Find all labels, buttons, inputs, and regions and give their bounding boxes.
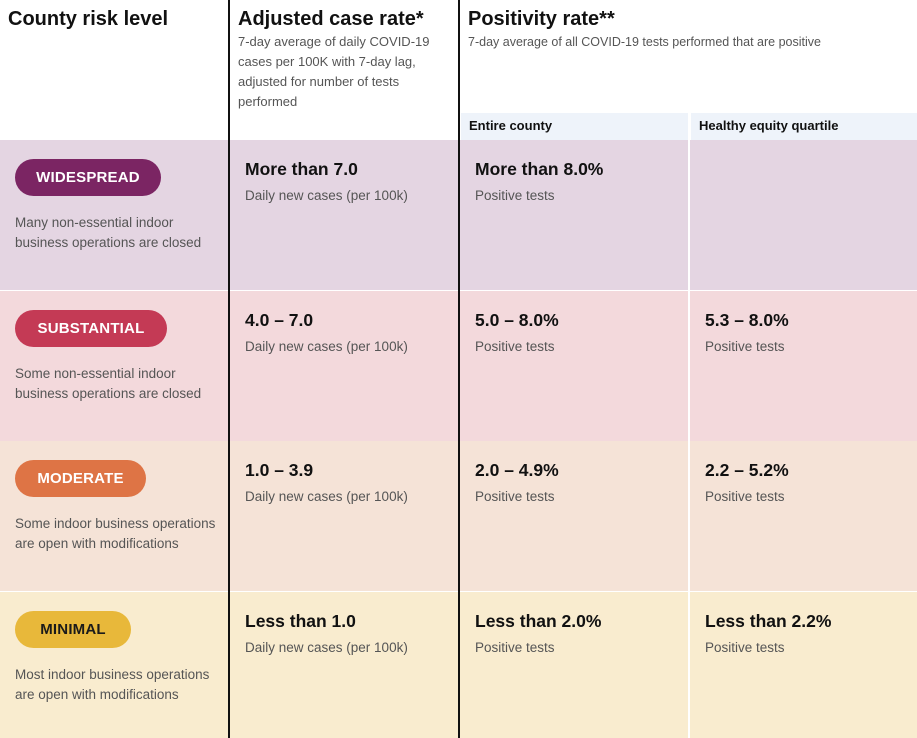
equity-value: 5.3 – 8.0%	[705, 310, 789, 330]
positivity-value: Less than 2.0%	[475, 611, 602, 631]
positivity-label: Positive tests	[475, 489, 555, 504]
positivity-cell: More than 8.0% Positive tests	[460, 140, 689, 290]
equity-value: Less than 2.2%	[705, 611, 832, 631]
risk-cell: SUBSTANTIAL Some non-essential indoor bu…	[0, 291, 229, 441]
positivity-rate-heading: Positivity rate**	[468, 8, 615, 30]
tier-description: Most indoor business operations are open…	[15, 667, 210, 702]
positivity-value: More than 8.0%	[475, 159, 604, 179]
column-divider	[228, 0, 230, 738]
tier-description: Many non-essential indoor business opera…	[15, 215, 202, 250]
positivity-label: Positive tests	[475, 640, 555, 655]
case-rate-label: Daily new cases (per 100k)	[245, 640, 408, 655]
case-rate-value: 4.0 – 7.0	[245, 310, 314, 330]
case-rate-cell: 1.0 – 3.9 Daily new cases (per 100k)	[230, 441, 459, 591]
column-divider	[688, 113, 690, 738]
case-rate-value: More than 7.0	[245, 159, 358, 179]
case-rate-cell: 4.0 – 7.0 Daily new cases (per 100k)	[230, 291, 459, 441]
tier-badge: WIDESPREAD	[15, 159, 161, 196]
equity-cell: 5.3 – 8.0% Positive tests	[690, 291, 917, 441]
case-rate-label: Daily new cases (per 100k)	[245, 188, 408, 203]
case-rate-cell: More than 7.0 Daily new cases (per 100k)	[230, 140, 459, 290]
case-rate-value: Less than 1.0	[245, 611, 356, 631]
equity-cell	[690, 140, 917, 290]
positivity-cell: 2.0 – 4.9% Positive tests	[460, 441, 689, 591]
case-rate-description: 7-day average of daily COVID-19 cases pe…	[238, 34, 430, 109]
tier-description: Some non-essential indoor business opera…	[15, 366, 202, 401]
case-rate-value: 1.0 – 3.9	[245, 460, 314, 480]
risk-cell: MINIMAL Most indoor business operations …	[0, 592, 229, 738]
positivity-value: 5.0 – 8.0%	[475, 310, 559, 330]
tier-badge: MODERATE	[15, 460, 146, 497]
equity-label: Positive tests	[705, 489, 785, 504]
positivity-cell: 5.0 – 8.0% Positive tests	[460, 291, 689, 441]
positivity-value: 2.0 – 4.9%	[475, 460, 559, 480]
positivity-rate-description: 7-day average of all COVID-19 tests perf…	[468, 35, 821, 49]
equity-label: Positive tests	[705, 339, 785, 354]
positivity-label: Positive tests	[475, 339, 555, 354]
tier-description: Some indoor business operations are open…	[15, 516, 216, 551]
equity-cell: 2.2 – 5.2% Positive tests	[690, 441, 917, 591]
equity-cell: Less than 2.2% Positive tests	[690, 592, 917, 738]
case-rate-cell: Less than 1.0 Daily new cases (per 100k)	[230, 592, 459, 738]
column-divider	[458, 0, 460, 738]
tier-badge: SUBSTANTIAL	[15, 310, 167, 347]
case-rate-heading: Adjusted case rate*	[238, 8, 424, 30]
equity-label: Positive tests	[705, 640, 785, 655]
case-rate-label: Daily new cases (per 100k)	[245, 489, 408, 504]
positivity-label: Positive tests	[475, 188, 555, 203]
risk-cell: WIDESPREAD Many non-essential indoor bus…	[0, 140, 229, 290]
equity-value: 2.2 – 5.2%	[705, 460, 789, 480]
subheader-entire-county: Entire county	[461, 113, 689, 140]
tier-badge: MINIMAL	[15, 611, 131, 648]
subheader-equity-quartile: Healthy equity quartile	[691, 113, 917, 140]
risk-level-heading: County risk level	[8, 8, 169, 30]
case-rate-label: Daily new cases (per 100k)	[245, 339, 408, 354]
positivity-cell: Less than 2.0% Positive tests	[460, 592, 689, 738]
risk-cell: MODERATE Some indoor business operations…	[0, 441, 229, 591]
